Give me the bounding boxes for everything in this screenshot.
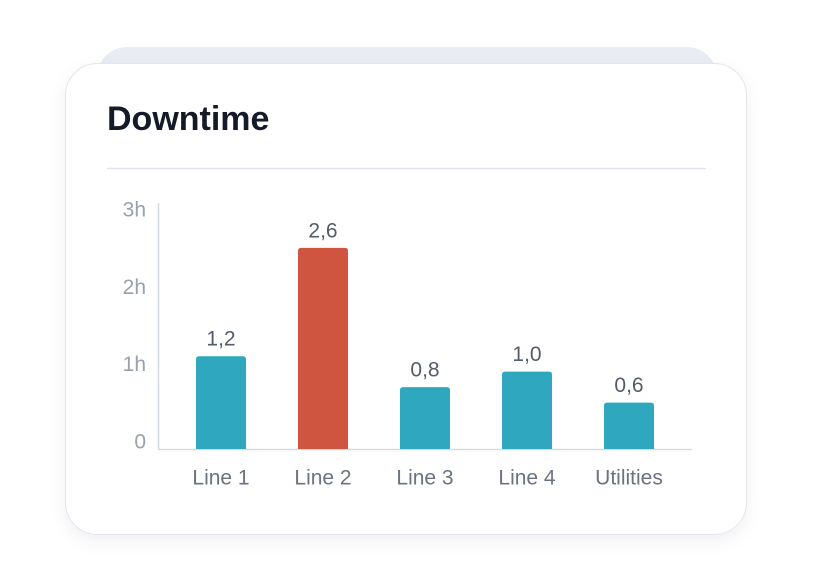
x-tick-label: Line 3 (396, 467, 453, 490)
value-label: 0,8 (410, 359, 439, 382)
x-tick-label: Line 1 (192, 467, 249, 490)
value-label: 1,2 (206, 328, 235, 351)
bar (400, 387, 450, 449)
bar (502, 371, 552, 449)
value-label: 1,0 (512, 343, 541, 366)
bar (196, 356, 246, 449)
value-label: 0,6 (614, 374, 643, 397)
x-tick-label: Line 4 (498, 467, 556, 490)
bar (604, 402, 654, 449)
y-tick-label: 1h (123, 353, 146, 376)
y-tick-label: 0 (134, 431, 146, 454)
y-tick-label: 3h (123, 199, 146, 222)
x-tick-label: Line 2 (294, 467, 351, 490)
x-tick-label: Utilities (595, 467, 663, 490)
chart-title: Downtime (107, 100, 269, 138)
y-tick-label: 2h (123, 276, 146, 299)
value-label: 2,6 (308, 219, 337, 242)
bar (298, 247, 348, 449)
